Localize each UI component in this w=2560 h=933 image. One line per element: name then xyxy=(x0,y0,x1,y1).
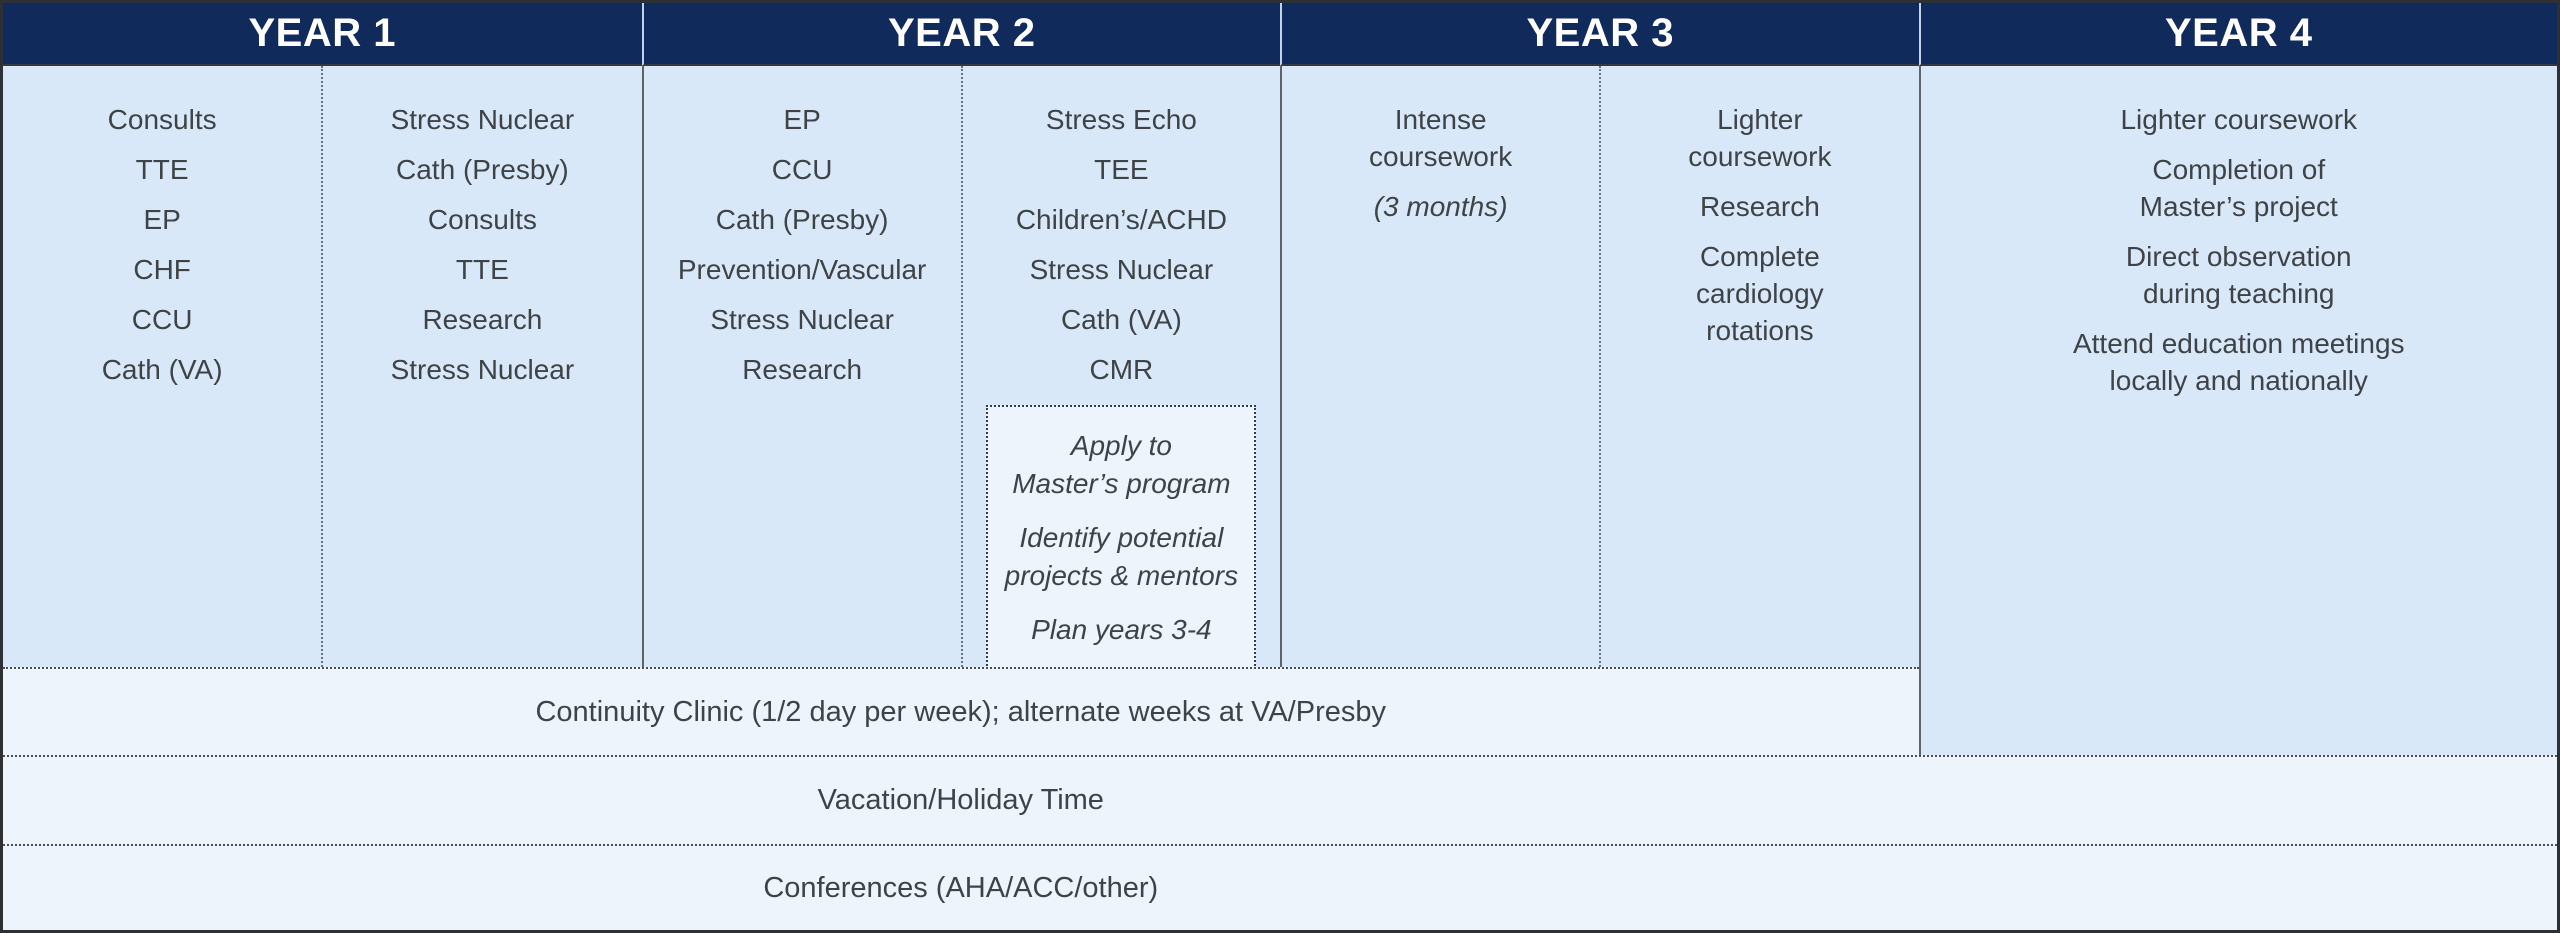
year-1-header: YEAR 1 xyxy=(3,3,642,66)
year-2-header-label: YEAR 2 xyxy=(888,11,1036,55)
rotation-item: EP xyxy=(143,204,181,235)
rotation-item: Intense coursework xyxy=(1369,104,1513,172)
year-3-header: YEAR 3 xyxy=(1280,3,1919,66)
rotation-item: Research xyxy=(742,354,863,385)
rotation-item: Prevention/Vascular xyxy=(677,254,927,285)
year-2-column-a: EP CCU Cath (Presby) Prevention/Vascular… xyxy=(644,66,961,667)
continuity-clinic-row: Continuity Clinic (1/2 day per week); al… xyxy=(3,667,1919,755)
note-item: Plan years 3-4 xyxy=(1031,614,1212,645)
conferences-label-wrap: Conferences (AHA/ACC/other) xyxy=(3,872,1919,905)
duration-note: (3 months) xyxy=(1373,191,1508,222)
rotation-item: Cath (VA) xyxy=(1060,304,1182,335)
vacation-label: Vacation/Holiday Time xyxy=(817,784,1104,816)
year-1-column-a: Consults TTE EP CHF CCU Cath (VA) xyxy=(3,66,321,667)
vacation-row: Vacation/Holiday Time xyxy=(3,755,2557,844)
rotation-item: Cath (Presby) xyxy=(715,204,889,235)
rotation-item: Stress Echo xyxy=(1045,104,1197,135)
rotation-item: TTE xyxy=(135,154,189,185)
conferences-label: Conferences (AHA/ACC/other) xyxy=(763,871,1159,904)
year-4-header-label: YEAR 4 xyxy=(2165,11,2313,55)
year-4-header: YEAR 4 xyxy=(1918,3,2557,66)
year-2-header: YEAR 2 xyxy=(641,3,1280,66)
rotation-item: CCU xyxy=(131,304,193,335)
rotation-item: Direct observation during teaching xyxy=(2125,241,2352,309)
year-3-header-label: YEAR 3 xyxy=(1526,11,1674,55)
rotation-item: Lighter coursework xyxy=(1688,104,1832,172)
rotation-item: Cath (VA) xyxy=(101,354,223,385)
year-2-content: EP CCU Cath (Presby) Prevention/Vascular… xyxy=(641,66,1280,667)
rotation-item: Attend education meetings locally and na… xyxy=(2072,328,2405,396)
rotation-item: EP xyxy=(783,104,821,135)
rotation-item: CHF xyxy=(133,254,191,285)
year-4-content: Lighter coursework Completion of Master’… xyxy=(1918,66,2558,755)
rotation-item: Consults xyxy=(427,204,537,235)
rotation-item: Cath (Presby) xyxy=(396,154,569,185)
conferences-row: Conferences (AHA/ACC/other) xyxy=(3,844,2557,930)
year-3-column-a: Intense coursework (3 months) xyxy=(1282,66,1599,667)
rotation-item: TEE xyxy=(1094,154,1149,185)
rotation-item: Stress Nuclear xyxy=(710,304,894,335)
note-item: Identify potential projects & mentors xyxy=(1004,522,1239,591)
year-4-column: Lighter coursework Completion of Master’… xyxy=(1921,66,2558,755)
year-1-column-b: Stress Nuclear Cath (Presby) Consults TT… xyxy=(321,66,641,667)
year-3-content: Intense coursework (3 months) Lighter co… xyxy=(1280,66,1919,667)
continuity-clinic-label: Continuity Clinic (1/2 day per week); al… xyxy=(535,695,1386,728)
rotation-item: Stress Nuclear xyxy=(390,354,575,385)
year-2-column-b: Stress Echo TEE Children’s/ACHD Stress N… xyxy=(960,66,1280,667)
year-1-header-label: YEAR 1 xyxy=(248,11,396,55)
rotation-item: Lighter coursework xyxy=(2120,104,2358,135)
rotation-item: Consults xyxy=(107,104,217,135)
rotation-item: CMR xyxy=(1089,354,1154,385)
rotation-item: CCU xyxy=(771,154,833,185)
year-1-content: Consults TTE EP CHF CCU Cath (VA) Stress… xyxy=(3,66,642,667)
rotation-item: Research xyxy=(422,304,543,335)
rotation-item: TTE xyxy=(455,254,509,285)
rotation-item: Children’s/ACHD xyxy=(1015,204,1227,235)
masters-planning-note-box: Apply to Master’s program Identify poten… xyxy=(986,405,1257,667)
vacation-label-wrap: Vacation/Holiday Time xyxy=(3,784,1919,817)
rotation-item: Complete cardiology rotations xyxy=(1696,241,1824,346)
year-3-column-b: Lighter coursework Research Complete car… xyxy=(1599,66,1918,667)
rotation-item: Research xyxy=(1699,191,1820,222)
note-item: Apply to Master’s program xyxy=(1012,430,1231,499)
rotation-item: Stress Nuclear xyxy=(1029,254,1214,285)
rotation-item: Stress Nuclear xyxy=(390,104,575,135)
rotation-item: Completion of Master’s project xyxy=(2139,154,2338,222)
